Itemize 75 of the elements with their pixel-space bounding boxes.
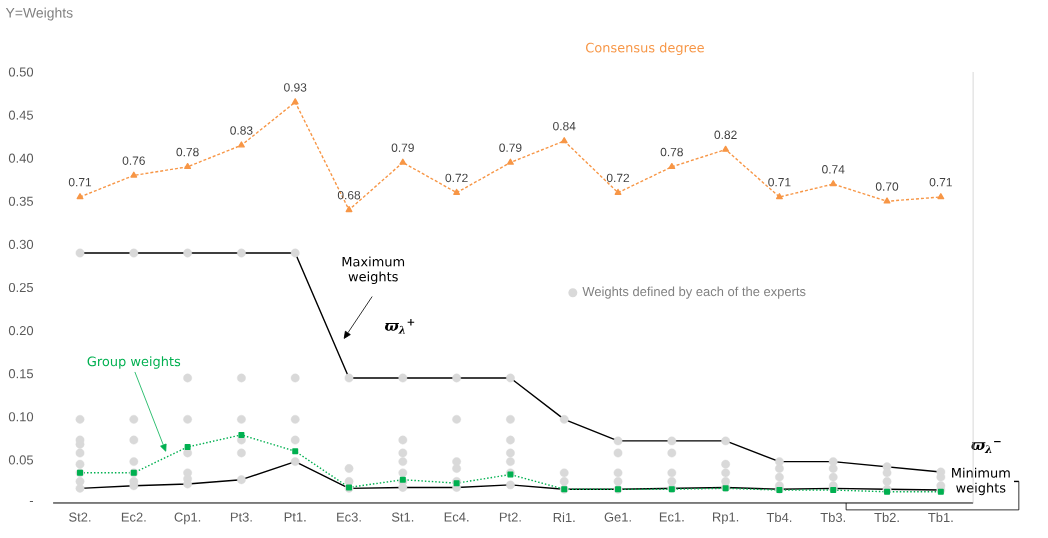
data-label: 0.76 (122, 156, 145, 165)
data-label: 0.72 (606, 173, 630, 183)
x-tick-label: St1. (391, 512, 414, 522)
y-tick-label: - (29, 501, 34, 503)
x-tick-label: Ec3. (337, 512, 361, 522)
y-tick-label: 0.35 (8, 196, 34, 206)
x-tick-label: Ge1. (604, 512, 631, 522)
point (237, 141, 245, 148)
y-tick-label: 0.05 (8, 455, 34, 465)
point (829, 180, 837, 187)
x-tick-label: Pt2. (499, 512, 521, 522)
y-tick-label: 0.25 (8, 282, 34, 293)
y-tick-label: 0.30 (8, 239, 34, 249)
text: Maximum weights (342, 256, 405, 284)
data-label: 0.71 (929, 177, 952, 187)
annotation: ϖ$_{λ}$+ (385, 319, 415, 334)
point (506, 158, 514, 165)
y-axis-title: Y=Weights (5, 7, 73, 21)
text: Group weights (87, 356, 181, 369)
point (238, 431, 245, 438)
point (345, 206, 353, 213)
data-label: 0.70 (875, 182, 899, 191)
point (184, 162, 192, 170)
annotation: ϖ$_{λ}$− (971, 441, 1001, 453)
x-tick-label: Tb4. (766, 512, 792, 523)
data-label: 0.83 (230, 126, 253, 135)
y-tick-label: 0.45 (8, 110, 34, 120)
point (292, 448, 299, 455)
point (453, 188, 461, 195)
data-label: 0.82 (714, 130, 737, 140)
x-tick-label: Rp1. (713, 512, 739, 525)
data-label: 0.78 (660, 147, 683, 157)
data-label: 0.74 (822, 165, 845, 174)
data-label: 0.84 (553, 121, 576, 131)
x-tick-label: Tb2. (874, 512, 899, 523)
data-label: 0.68 (337, 190, 361, 200)
x-tick-label: Tb1. (928, 512, 953, 523)
point (830, 487, 837, 494)
legend-label: Weights defined by each of the experts (582, 286, 806, 299)
data-label: 0.72 (445, 173, 468, 183)
data-label: 0.71 (68, 177, 92, 187)
y-tick-label: 0.15 (8, 369, 34, 379)
y-tick-label: 0.20 (8, 326, 34, 336)
data-label: 0.79 (391, 143, 414, 152)
point (560, 137, 568, 144)
data-label: 0.71 (768, 177, 791, 187)
point (937, 193, 945, 200)
point (399, 158, 407, 165)
point (76, 193, 84, 200)
point (722, 145, 730, 152)
data-label: 0.93 (284, 83, 307, 92)
point (130, 171, 138, 178)
series-label: Minimum weights (952, 467, 1010, 496)
y-tick-label: 0.40 (8, 153, 34, 163)
point (668, 162, 676, 170)
x-tick-label: St2. (69, 512, 91, 522)
point (883, 197, 891, 204)
y-tick-label: 0.50 (8, 67, 34, 77)
x-tick-label: Cp1. (174, 512, 201, 525)
x-tick-label: Ec2. (121, 512, 146, 522)
point (775, 193, 783, 200)
x-tick-label: Ri1. (553, 512, 575, 522)
point (884, 488, 891, 495)
data-label: 0.78 (176, 147, 199, 157)
x-tick-label: Ec4. (444, 512, 469, 522)
point (184, 443, 191, 450)
point (291, 98, 299, 105)
x-tick-label: Ec1. (659, 512, 684, 522)
x-tick-label: Tb3. (820, 512, 846, 523)
y-tick-label: 0.10 (8, 412, 34, 422)
text: Consensus degree (586, 42, 704, 55)
point (614, 188, 622, 195)
x-tick-label: Pt3. (230, 512, 252, 522)
data-label: 0.79 (499, 143, 522, 152)
x-tick-label: Pt1. (284, 512, 306, 522)
